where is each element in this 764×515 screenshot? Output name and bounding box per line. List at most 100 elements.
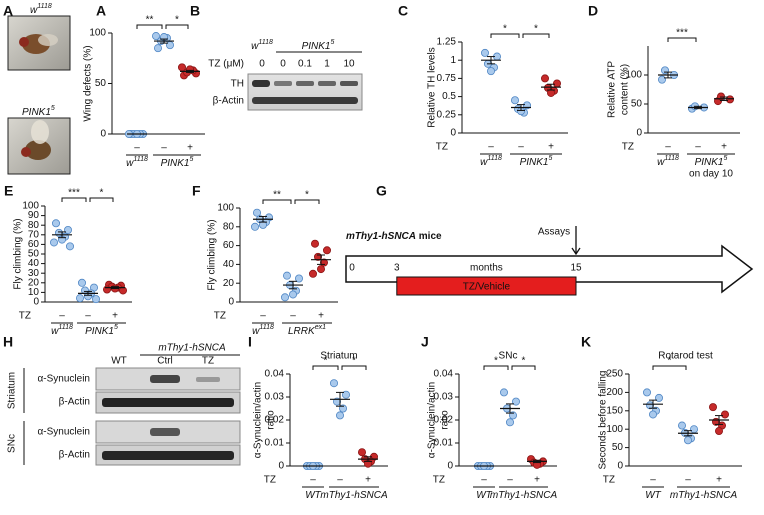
y-tick-label: 0.03: [265, 392, 285, 403]
data-point: [288, 290, 297, 299]
genotype-label: mThy1-hSNCA: [670, 490, 738, 501]
blot-row-label: α-Synuclein: [38, 427, 90, 438]
blot-row-label: TH: [231, 79, 244, 90]
error-bar: [664, 71, 672, 79]
y-tick-label: 0: [617, 461, 623, 472]
genotype-label-text: w: [252, 326, 260, 337]
blot-header: w1118: [251, 39, 273, 52]
error-bar: [547, 83, 555, 91]
y-tick-label: 80: [28, 220, 40, 231]
significance-label: *: [100, 188, 104, 199]
chart-title: SNc: [499, 351, 518, 362]
y-axis-label: Relative ATP: [607, 61, 618, 118]
error-bar: [160, 38, 168, 44]
genotype-label: mThy1-hSNCA: [320, 490, 388, 501]
y-axis-label: Wing defects (%): [83, 45, 94, 121]
genotype-label-text: WT: [645, 490, 661, 501]
photo-label: w1118: [30, 3, 52, 16]
data-point: [690, 425, 699, 434]
treatment-label: TZ: [19, 311, 31, 322]
y-tick-label: 100: [22, 201, 39, 212]
y-tick-label: 0: [33, 297, 39, 308]
genotype-label: WT: [476, 490, 492, 501]
treatment-label: TZ: [436, 142, 448, 153]
y-tick-label: 40: [223, 259, 235, 270]
treatment-sign: +: [112, 311, 118, 322]
panel-label: D: [588, 3, 598, 19]
treatment-label: TZ (μM): [208, 59, 244, 70]
y-tick-label: 100: [89, 28, 106, 39]
treatment-sign: +: [318, 311, 324, 322]
genotype-label-sup: 5: [724, 155, 728, 162]
genotype-label: w1118: [480, 155, 502, 168]
data-point: [486, 67, 495, 76]
western-blot: [23, 354, 241, 466]
genotype-label: WT: [645, 490, 661, 501]
error-bar: [684, 430, 692, 437]
data-point: [646, 401, 655, 410]
y-axis-label: Seconds before falling: [598, 371, 609, 470]
significance-label: *: [175, 15, 179, 26]
data-point: [709, 403, 718, 412]
data-point: [721, 410, 730, 419]
genotype-label-text: w: [51, 326, 59, 337]
y-tick-label: 90: [28, 210, 40, 221]
treatment-sign: –: [59, 311, 65, 322]
y-tick-label: 100: [606, 424, 623, 435]
panel-label: F: [192, 183, 201, 199]
photo-label-sup: 1118: [37, 3, 52, 10]
y-tick-label: 200: [606, 387, 623, 398]
data-point: [480, 48, 489, 57]
genotype-label: w1118: [51, 324, 73, 337]
significance-bracket: [136, 24, 163, 29]
genotype-label: w1118: [657, 155, 679, 168]
y-tick-label: 0.01: [265, 438, 285, 449]
data-point: [119, 286, 128, 295]
significance-bracket: [652, 365, 687, 370]
treatment-sign: –: [685, 475, 691, 486]
treatment-sign: +: [534, 475, 540, 486]
genotype-label-text: w: [657, 157, 665, 168]
photo-label-text: PINK1: [22, 107, 51, 118]
panel-label: H: [3, 334, 13, 350]
significance-bracket: [312, 365, 339, 370]
dose-label: 0: [259, 59, 265, 70]
genotype-label-text: w: [480, 157, 488, 168]
error-bar: [259, 215, 267, 223]
error-bar: [84, 290, 92, 296]
y-axis-label: ratio: [440, 410, 451, 430]
genotype-label-text: PINK1: [161, 158, 190, 169]
data-point: [553, 79, 562, 88]
error-bar: [517, 104, 525, 111]
dose-label: 10: [343, 59, 355, 70]
data-point: [510, 96, 519, 105]
blot-column-label: WT: [111, 356, 127, 367]
treatment-sign: –: [85, 311, 91, 322]
treatment-sign: +: [187, 143, 193, 154]
blot-header-text: PINK1: [302, 41, 331, 52]
blot-header-text: w: [251, 41, 259, 52]
y-tick-label: 20: [28, 277, 40, 288]
significance-label: *: [668, 356, 672, 367]
panel-label: J: [421, 334, 429, 350]
genotype-label-text: mThy1-hSNCA: [320, 490, 388, 501]
data-point: [643, 388, 652, 397]
panel-label: A: [96, 3, 106, 19]
panel-label: A: [3, 3, 13, 19]
treatment-sign: –: [650, 475, 656, 486]
treatment-sign: –: [507, 475, 513, 486]
data-point: [252, 208, 261, 217]
timeline-tick-label: 3: [394, 263, 400, 274]
blot-row-label: β-Actin: [213, 96, 244, 107]
treatment-sign: –: [337, 475, 343, 486]
genotype-label-sup: 1118: [259, 324, 274, 331]
genotype-label-text: PINK1: [520, 157, 549, 168]
data-point: [76, 294, 85, 303]
significance-label: *: [522, 356, 526, 367]
treatment-sign: –: [310, 475, 316, 486]
data-point: [250, 222, 259, 231]
treatment-sign: –: [488, 142, 494, 153]
y-tick-label: 0.04: [265, 369, 285, 380]
timeline-tick-label: 15: [570, 263, 582, 274]
significance-label: *: [305, 190, 309, 201]
